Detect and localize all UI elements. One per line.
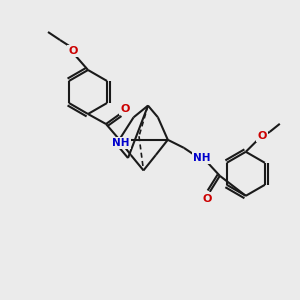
Text: NH: NH bbox=[193, 153, 211, 163]
Text: O: O bbox=[68, 46, 78, 56]
Text: O: O bbox=[257, 131, 266, 141]
Text: O: O bbox=[202, 194, 212, 204]
Text: NH: NH bbox=[112, 138, 130, 148]
Text: O: O bbox=[120, 104, 130, 114]
